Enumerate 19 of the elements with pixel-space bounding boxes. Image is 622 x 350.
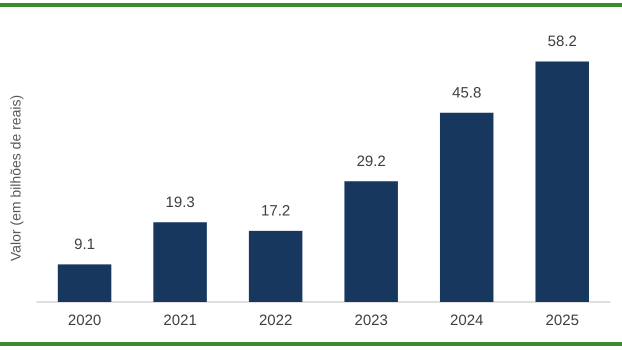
- bar: [248, 230, 302, 302]
- x-tick-label: 2023: [354, 312, 388, 330]
- data-label: 9.1: [74, 236, 95, 254]
- bar: [58, 264, 112, 302]
- data-label: 19.3: [166, 194, 195, 211]
- bar: [440, 112, 494, 302]
- data-label: 29.2: [356, 152, 386, 170]
- data-label: 17.2: [261, 202, 290, 220]
- bar: [344, 181, 398, 302]
- bar: [153, 222, 207, 302]
- x-tick-label: 2024: [450, 312, 484, 330]
- y-axis-title: Valor (em bilhões de reais): [7, 94, 24, 262]
- x-tick-label: 2022: [258, 312, 292, 330]
- x-tick-label: 2021: [163, 312, 197, 330]
- data-label: 45.8: [452, 84, 482, 102]
- bar: [535, 61, 589, 302]
- x-tick-label: 2020: [68, 312, 102, 330]
- data-label: 58.2: [548, 33, 577, 50]
- x-tick-label: 2025: [546, 312, 579, 330]
